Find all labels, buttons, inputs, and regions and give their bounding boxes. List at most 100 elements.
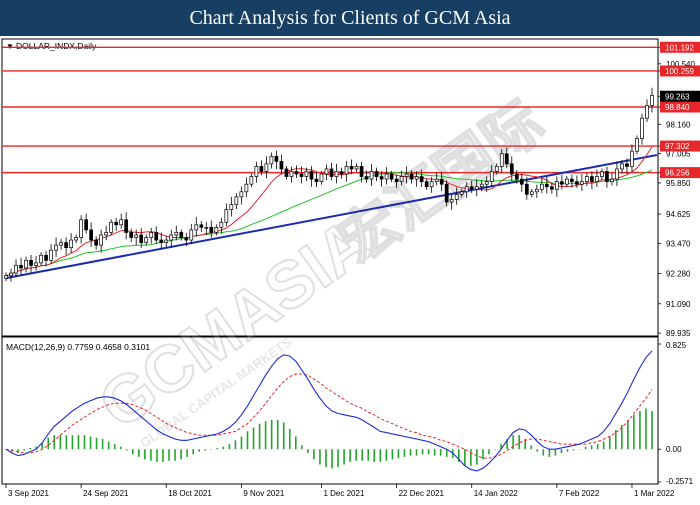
candle-body	[424, 181, 429, 188]
macd-histogram-bar-17	[107, 441, 110, 450]
macd-histogram-bar-20	[125, 449, 128, 451]
macd-histogram-bar-91	[554, 449, 557, 456]
candle-body	[389, 173, 394, 180]
candle-body	[204, 227, 209, 229]
candle-body	[414, 176, 419, 180]
candle-body	[359, 166, 364, 177]
price-badge-4: 96.256	[660, 167, 700, 179]
candle-20	[104, 225, 109, 241]
candle-body	[444, 183, 449, 203]
macd-histogram-bar-75	[458, 449, 460, 462]
candle-body	[74, 237, 78, 241]
macd-histogram-bar-52	[319, 449, 321, 465]
candle-122	[615, 161, 619, 186]
candle-body	[284, 168, 289, 177]
candle-body	[84, 219, 88, 231]
main-panel-frame	[1, 38, 659, 337]
candle-51	[259, 160, 264, 176]
candle-54	[274, 150, 279, 169]
candle-body	[409, 173, 414, 180]
candle-body	[134, 234, 139, 238]
candle-97	[489, 164, 494, 187]
candle-22	[114, 217, 119, 231]
candle-body	[299, 173, 304, 177]
price-badge-0: 101.192	[660, 41, 700, 53]
macd-histogram-bar-46	[282, 422, 285, 450]
candle-18	[94, 236, 98, 250]
candle-body	[404, 173, 409, 177]
candle-80	[404, 166, 409, 184]
candle-body	[79, 219, 83, 238]
candle-body	[434, 178, 439, 183]
candle-body	[504, 153, 509, 165]
candle-body	[139, 234, 144, 243]
macd-histogram-bar-6	[41, 442, 44, 450]
candle-body	[4, 275, 8, 279]
macd-histogram-bar-92	[560, 449, 563, 454]
macd-histogram-bar-63	[385, 449, 388, 461]
candle-body	[419, 176, 424, 183]
macd-histogram-bar-19	[119, 446, 122, 450]
date-tick-label-6: 14 Jan 2022	[474, 489, 519, 498]
candle-6	[34, 256, 38, 271]
price-badge-text: 99.263	[665, 92, 690, 101]
macd-histogram-bar-50	[307, 449, 309, 454]
price-tick-label-10: 94.625	[666, 210, 691, 219]
candle-body	[560, 181, 564, 185]
candle-body	[274, 155, 279, 162]
candle-34	[174, 225, 179, 241]
candle-body	[399, 176, 404, 183]
candle-102	[514, 170, 519, 184]
candle-76	[384, 167, 389, 185]
date-tick-label-1: 24 Sep 2021	[83, 489, 129, 498]
candle-body	[224, 209, 229, 223]
chart-symbol-label: DOLLAR_INDX,Daily	[16, 41, 97, 51]
candle-body	[209, 227, 214, 233]
candle-body	[199, 224, 204, 228]
macd-tick-label-2: -0.2571	[666, 477, 694, 486]
candle-body	[484, 181, 489, 185]
candle-118	[595, 169, 599, 187]
candle-body	[309, 171, 314, 180]
macd-histogram-bar-35	[216, 447, 219, 450]
candle-body	[555, 181, 559, 190]
candle-body	[534, 188, 539, 193]
candle-body	[129, 232, 134, 238]
candle-body	[179, 232, 184, 238]
candle-body	[524, 183, 529, 195]
candle-24	[124, 212, 129, 240]
date-tick-label-7: 7 Feb 2022	[559, 489, 600, 498]
candle-body	[635, 138, 639, 152]
macd-histogram-bar-65	[397, 449, 400, 459]
macd-histogram-bar-24	[150, 449, 152, 461]
candle-49	[249, 173, 254, 188]
candle-81	[409, 170, 414, 184]
candle-32	[164, 236, 169, 248]
macd-histogram-bar-5	[35, 446, 37, 450]
candle-25	[129, 228, 134, 243]
candle-82	[414, 171, 419, 187]
candle-15	[79, 215, 83, 244]
candle-109	[549, 182, 554, 194]
candle-body	[44, 254, 48, 261]
candle-body	[595, 176, 599, 183]
macd-histogram-bar-67	[409, 449, 412, 456]
price-badge-3: 97.302	[660, 140, 700, 152]
candle-body	[344, 166, 349, 175]
macd-histogram-bar-84	[512, 435, 514, 450]
macd-histogram-bar-70	[427, 449, 430, 455]
candle-85	[429, 177, 434, 193]
candle-101	[509, 156, 514, 181]
candle-body	[104, 232, 109, 236]
macd-histogram-bar-81	[494, 449, 496, 450]
candle-body	[429, 181, 434, 188]
candle-74	[374, 167, 379, 182]
candle-body	[630, 150, 634, 167]
macd-histogram-bar-56	[343, 449, 345, 465]
macd-histogram-bar-28	[174, 449, 176, 461]
candle-body	[114, 221, 119, 226]
macd-histogram-bar-51	[313, 449, 315, 460]
candle-40	[204, 222, 209, 235]
candle-body	[544, 183, 549, 188]
candle-body	[374, 171, 379, 177]
